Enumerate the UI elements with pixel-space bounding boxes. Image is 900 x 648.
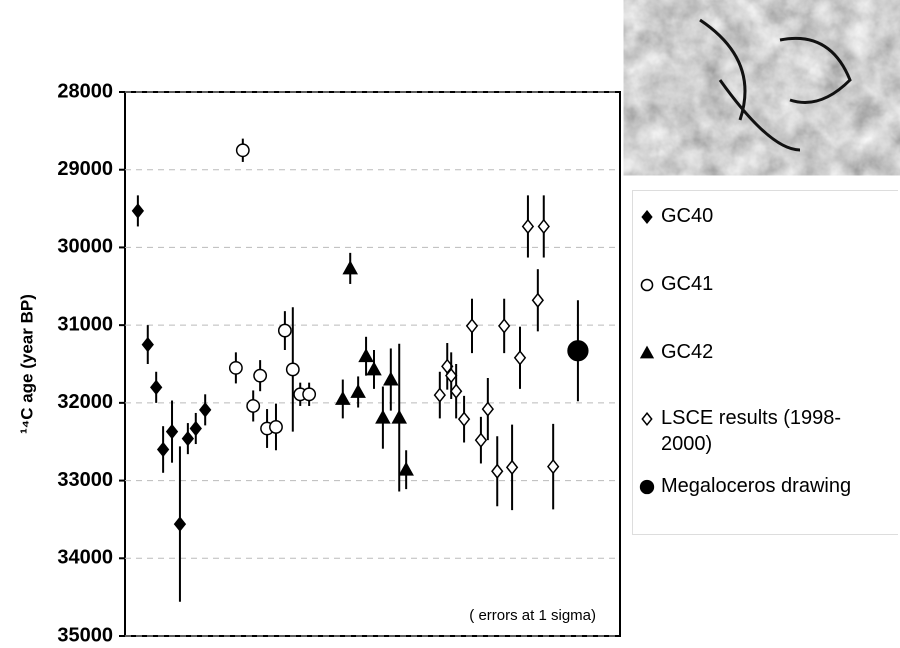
marker	[445, 367, 458, 384]
legend-label: LSCE results (1998-2000)	[661, 407, 842, 455]
legend-item: LSCE results (1998-2000)	[639, 405, 889, 457]
legend-item: Megaloceros drawing	[639, 473, 889, 499]
marker	[181, 430, 195, 447]
marker	[391, 409, 408, 424]
marker	[269, 420, 283, 434]
legend-swatch	[641, 411, 653, 427]
marker	[641, 209, 653, 225]
marker	[465, 318, 479, 334]
marker	[189, 420, 202, 437]
marker	[567, 340, 589, 362]
y-tick-label: 35000	[57, 624, 113, 646]
marker	[235, 143, 250, 158]
marker	[366, 361, 382, 376]
marker	[199, 402, 212, 418]
marker	[474, 432, 488, 448]
marker	[335, 390, 351, 405]
photo-lines	[699, 18, 852, 152]
marker	[358, 348, 374, 363]
marker	[639, 479, 655, 495]
marker	[505, 459, 519, 476]
legend-label: GC41	[661, 273, 714, 295]
marker	[383, 371, 399, 386]
marker	[173, 516, 187, 532]
legend-item: GC41	[639, 271, 889, 297]
y-tick-label: 28000	[57, 80, 113, 102]
legend-label: Megaloceros drawing	[661, 475, 852, 497]
marker	[457, 411, 471, 427]
marker	[277, 323, 292, 338]
legend-item: GC40	[639, 203, 889, 229]
legend-label: GC42	[661, 341, 714, 363]
y-axis-label: ¹⁴C age (year BP)	[17, 294, 36, 434]
plot-frame	[124, 91, 621, 637]
marker	[285, 362, 300, 377]
legend-swatch	[639, 479, 655, 495]
marker	[547, 458, 560, 475]
marker	[375, 409, 391, 424]
marker	[449, 383, 463, 399]
y-tick-label: 29000	[57, 158, 113, 180]
marker	[156, 441, 170, 458]
legend-item: GC42	[639, 339, 889, 365]
legend-swatch	[639, 345, 655, 359]
marker	[350, 383, 366, 398]
legend-swatch	[641, 209, 653, 225]
y-tick-label: 33000	[57, 469, 113, 491]
legend-label: GC40	[661, 205, 714, 227]
marker	[131, 203, 145, 219]
marker	[639, 345, 655, 359]
marker	[537, 218, 550, 235]
y-tick-label: 30000	[57, 236, 113, 258]
marker	[150, 379, 163, 396]
y-tick-label: 32000	[57, 391, 113, 413]
marker	[165, 423, 179, 440]
legend-swatch	[640, 278, 654, 292]
marker	[398, 461, 414, 476]
marker	[246, 399, 261, 413]
marker	[302, 387, 317, 402]
marker	[513, 350, 527, 366]
annotation: ( errors at 1 sigma)	[469, 607, 596, 624]
marker	[141, 336, 154, 353]
marker	[491, 463, 504, 479]
marker	[342, 260, 358, 275]
marker	[253, 368, 268, 383]
y-tick-label: 34000	[57, 547, 113, 569]
marker	[531, 292, 544, 308]
marker	[433, 387, 446, 403]
marker	[228, 360, 243, 375]
y-tick-label: 31000	[57, 313, 113, 335]
marker	[641, 411, 653, 427]
marker	[640, 278, 654, 292]
marker	[498, 318, 511, 334]
marker	[481, 401, 494, 417]
marker	[521, 218, 535, 235]
legend: GC40 GC41 GC42 LSCE results (1998-2000) Mega…	[632, 190, 898, 535]
